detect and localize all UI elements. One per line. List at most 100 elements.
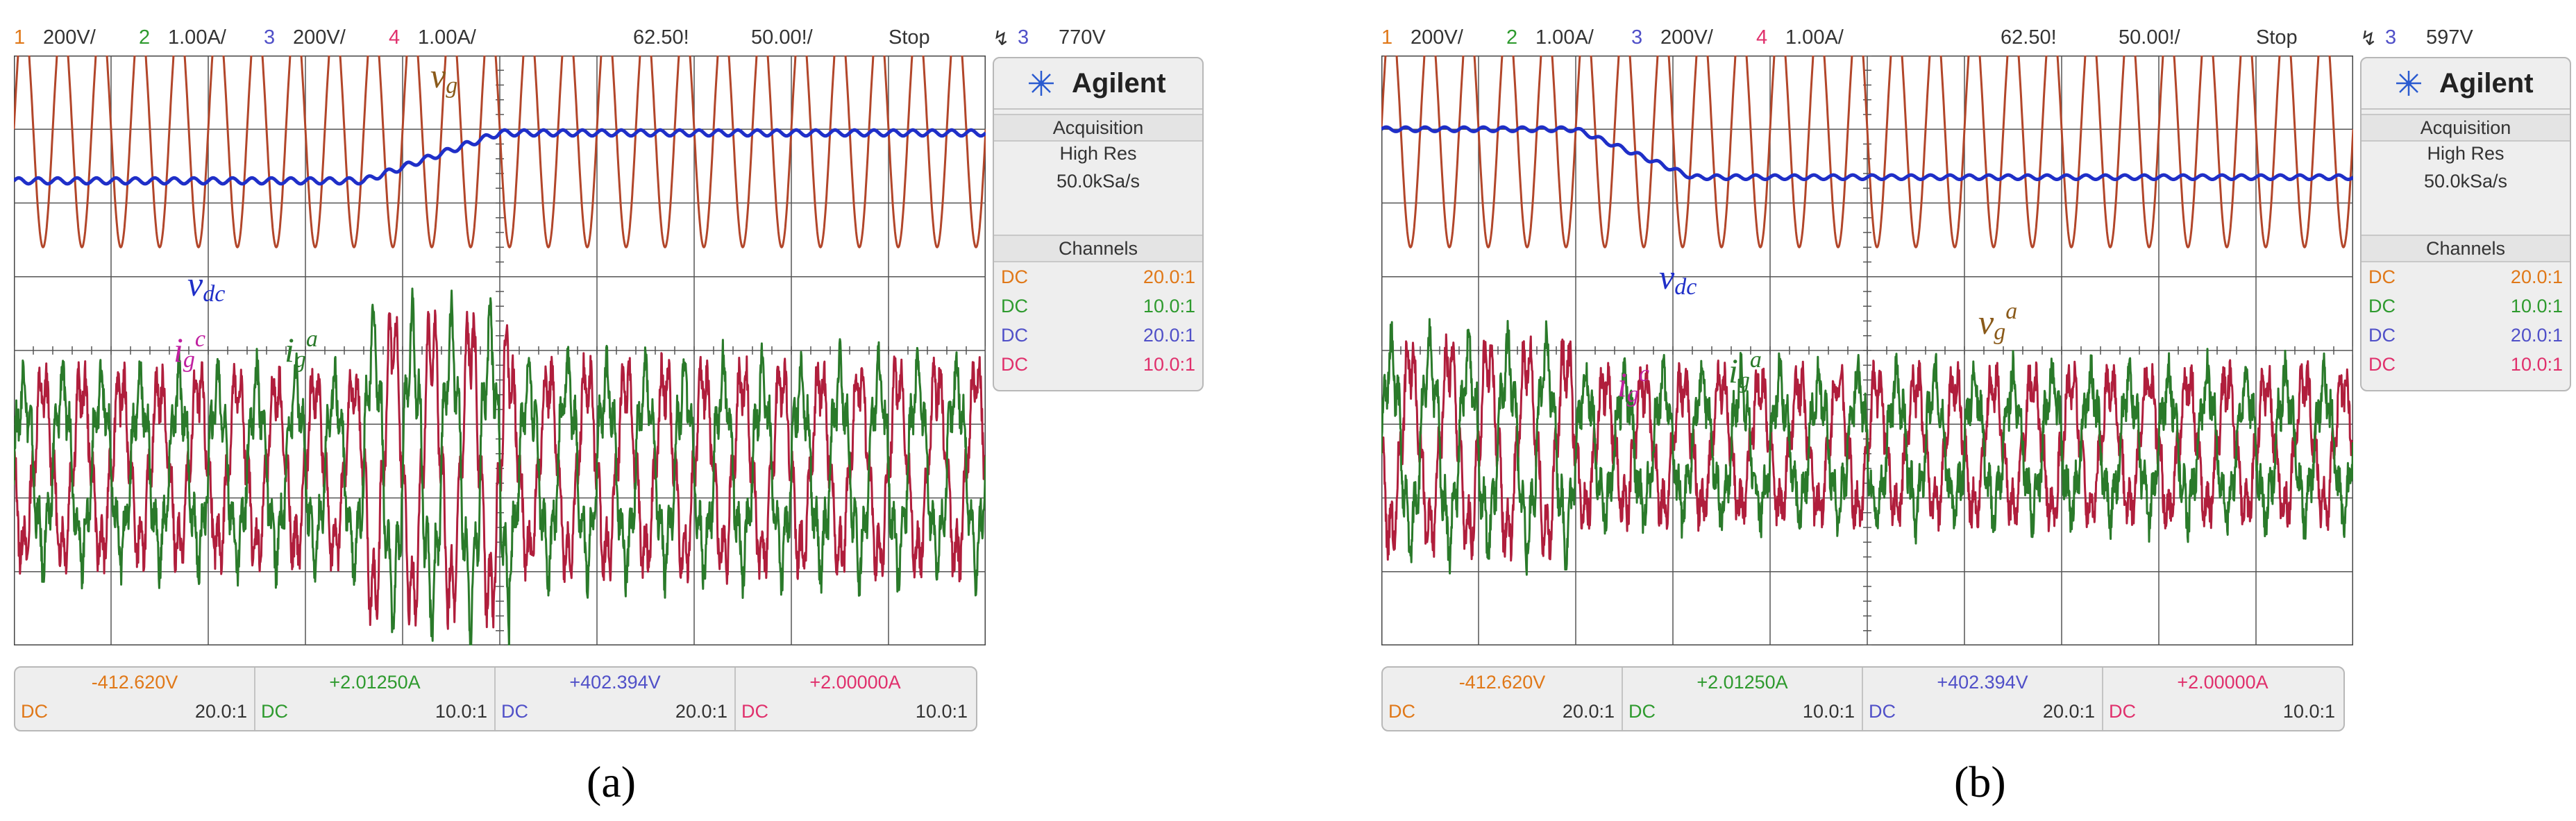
ch2-number[interactable]: 2 (139, 26, 151, 49)
channel-probe: 20.0:1 (2510, 325, 2563, 346)
channel-coupling: DC (1001, 354, 1028, 375)
channel-coupling: DC (2368, 354, 2396, 375)
trace-vdc (1381, 125, 2353, 181)
acquisition-header[interactable]: Acquisition (994, 114, 1202, 142)
acquisition-header[interactable]: Acquisition (2362, 114, 2570, 142)
measurement-value: -412.620V (91, 672, 178, 693)
channel-row-1[interactable]: DC 20.0:1 (994, 264, 1202, 291)
trigger-edge-icon: ↯ (993, 28, 1010, 50)
scope-panel-a: 1 200V/ 2 1.00A/ 3 200V/ 4 1.00A/ 62.50!… (0, 21, 1204, 806)
ch3-scale: 200V/ (1660, 26, 1713, 49)
channel-row-4[interactable]: DC 10.0:1 (2362, 351, 2570, 379)
run-state[interactable]: Stop (2256, 26, 2298, 49)
ch3-number[interactable]: 3 (264, 26, 276, 49)
label-vdc: vdc (187, 264, 226, 307)
measurement-value: +2.01250A (329, 672, 421, 693)
measurement-value: +2.00000A (809, 672, 901, 693)
measurement-probe: 20.0:1 (194, 701, 247, 722)
ch4-number[interactable]: 4 (389, 26, 401, 49)
timebase-readout: 62.50! (633, 26, 689, 49)
channel-row-4[interactable]: DC 10.0:1 (994, 351, 1202, 379)
ch1-scale: 200V/ (1411, 26, 1463, 49)
measurement-probe: 10.0:1 (2282, 701, 2335, 722)
brand-name: Agilent (2439, 68, 2534, 99)
measurement-coupling: DC (1388, 701, 1415, 722)
trigger-source: 3 (1018, 26, 1029, 49)
channel-probe: 10.0:1 (1143, 354, 1195, 375)
trigger-source: 3 (2385, 26, 2397, 49)
channel-row-3[interactable]: DC 20.0:1 (994, 322, 1202, 350)
measurement-value: +402.394V (569, 672, 661, 693)
ch3-number[interactable]: 3 (1631, 26, 1643, 49)
label-iga: iga (285, 326, 318, 373)
waveform-screen: vg vdc igc iga (14, 56, 986, 645)
measurement-cell-3[interactable]: +402.394V DC 20.0:1 (496, 668, 736, 730)
measurement-probe: 10.0:1 (435, 701, 487, 722)
label-vdc: vdc (1659, 257, 1697, 300)
channel-probe: 10.0:1 (2510, 354, 2563, 375)
measurement-cell-2[interactable]: +2.01250A DC 10.0:1 (255, 668, 496, 730)
measurement-cell-3[interactable]: +402.394V DC 20.0:1 (1863, 668, 2103, 730)
agilent-spark-icon (1029, 71, 1054, 96)
brand-name: Agilent (1072, 68, 1166, 99)
measurement-bar: -412.620V DC 20.0:1 +2.01250A DC 10.0:1 +402… (14, 666, 977, 731)
agilent-spark-icon (2396, 71, 2421, 96)
scope-top-bar: 1 200V/ 2 1.00A/ 3 200V/ 4 1.00A/ 62.50!… (1367, 21, 2473, 56)
channels-header[interactable]: Channels (2362, 235, 2570, 262)
sample-rate: 50.0kSa/s (1056, 171, 1140, 192)
ch2-scale: 1.00A/ (1535, 26, 1594, 49)
channel-row-1[interactable]: DC 20.0:1 (2362, 264, 2570, 291)
waveform-plot (14, 56, 986, 645)
trigger-level: 770V (1059, 26, 1106, 49)
scope-panel-b: 1 200V/ 2 1.00A/ 3 200V/ 4 1.00A/ 62.50!… (1367, 0, 2576, 821)
measurement-probe: 10.0:1 (915, 701, 968, 722)
measurement-cell-4[interactable]: +2.00000A DC 10.0:1 (2103, 668, 2342, 730)
panel-caption: (a) (587, 757, 637, 806)
label-vg: vga (1978, 298, 2018, 345)
channel-probe: 10.0:1 (1143, 296, 1195, 316)
trace-ig-a (14, 287, 986, 645)
channels-header[interactable]: Channels (994, 235, 1202, 262)
measurement-value: +2.00000A (2177, 672, 2268, 693)
measurement-value: +402.394V (1937, 672, 2028, 693)
measurement-coupling: DC (501, 701, 528, 722)
measurement-value: -412.620V (1458, 672, 1546, 693)
agilent-logo: Agilent (994, 58, 1202, 110)
trigger-level: 597V (2426, 26, 2473, 49)
run-state[interactable]: Stop (889, 26, 930, 49)
acquisition-mode: High Res (1059, 143, 1137, 164)
ch1-number[interactable]: 1 (14, 26, 26, 49)
trace-ig-a (1381, 318, 2353, 576)
channel-coupling: DC (2368, 266, 2396, 287)
ch2-number[interactable]: 2 (1506, 26, 1518, 49)
measurement-cell-1[interactable]: -412.620V DC 20.0:1 (1383, 668, 1623, 730)
channel-row-2[interactable]: DC 10.0:1 (994, 293, 1202, 321)
waveform-plot (1381, 56, 2353, 645)
channel-probe: 20.0:1 (1143, 266, 1195, 287)
trace-vg-a (1381, 56, 2353, 248)
ch3-scale: 200V/ (293, 26, 346, 49)
channel-probe: 20.0:1 (1143, 325, 1195, 346)
measurement-coupling: DC (1869, 701, 1896, 722)
trace-vg (14, 56, 986, 248)
measurement-coupling: DC (2109, 701, 2136, 722)
label-igc: igc (1617, 361, 1649, 407)
measurement-coupling: DC (261, 701, 288, 722)
measurement-cell-2[interactable]: +2.01250A DC 10.0:1 (1623, 668, 1863, 730)
measurement-cell-1[interactable]: -412.620V DC 20.0:1 (15, 668, 255, 730)
panel-caption: (b) (1954, 757, 2006, 806)
scope-top-bar: 1 200V/ 2 1.00A/ 3 200V/ 4 1.00A/ 62.50!… (0, 21, 1106, 56)
agilent-logo: Agilent (2362, 58, 2570, 110)
ch1-number[interactable]: 1 (1381, 26, 1393, 49)
measurement-coupling: DC (741, 701, 768, 722)
measurement-cell-4[interactable]: +2.00000A DC 10.0:1 (736, 668, 975, 730)
channel-coupling: DC (1001, 266, 1028, 287)
channel-row-2[interactable]: DC 10.0:1 (2362, 293, 2570, 321)
measurement-probe: 20.0:1 (675, 701, 727, 722)
channel-row-3[interactable]: DC 20.0:1 (2362, 322, 2570, 350)
trigger-edge-icon: ↯ (2360, 28, 2377, 50)
ch4-number[interactable]: 4 (1756, 26, 1768, 49)
measurement-coupling: DC (21, 701, 48, 722)
acquisition-mode: High Res (2427, 143, 2505, 164)
waveform-screen: vdc vga igc iga (1381, 56, 2353, 645)
